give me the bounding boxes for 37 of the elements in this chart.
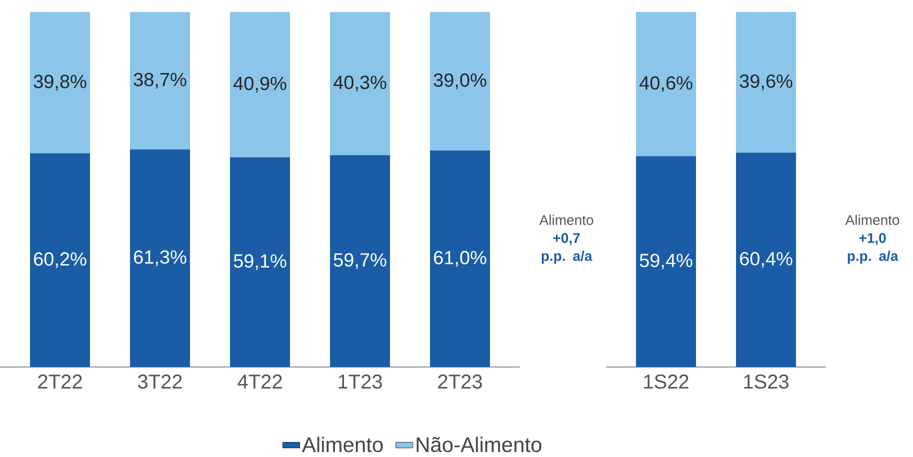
x-tick-label: 1S23 (744, 374, 788, 389)
bar (430, 12, 490, 150)
data-label: 59,7% (334, 253, 386, 269)
data-label: 38,7% (134, 72, 186, 89)
x-tick-label: 2T22 (38, 374, 82, 388)
data-label: 40,6% (640, 76, 692, 92)
data-label: 40,3% (334, 76, 386, 92)
bar (30, 153, 90, 367)
bar (130, 12, 190, 150)
text: +1,0 p.p. a/a (848, 233, 898, 264)
data-label: 60,4% (740, 252, 792, 268)
bar (130, 149, 190, 367)
data-label: 39,0% (434, 73, 486, 90)
text: Alimento (539, 214, 594, 225)
data-label: 59,1% (234, 254, 286, 270)
text: +0,7 p.p. a/a (542, 233, 592, 264)
x-tick-label: 2T23 (438, 374, 482, 389)
data-label: 61,3% (134, 250, 186, 266)
legend-label: Não-Alimento (416, 436, 542, 452)
bar (30, 12, 90, 154)
bar (230, 12, 290, 158)
data-label: 40,9% (234, 76, 286, 92)
x-tick-label: 1T23 (338, 374, 382, 389)
data-label: 39,6% (740, 74, 792, 90)
bar (230, 157, 290, 367)
data-label: 59,4% (640, 254, 692, 270)
data-label: 60,2% (34, 252, 86, 268)
x-tick-label: 3T22 (138, 374, 182, 389)
bar (330, 155, 390, 367)
legend-label: Alimento (302, 436, 383, 452)
x-tick-label: 1S22 (644, 374, 688, 389)
bar (330, 12, 390, 156)
text: Alimento (845, 214, 900, 225)
data-label: 39,8% (34, 74, 86, 90)
data-label: 61,0% (434, 250, 486, 267)
x-tick-label: 4T22 (238, 374, 282, 388)
bar (430, 150, 490, 367)
